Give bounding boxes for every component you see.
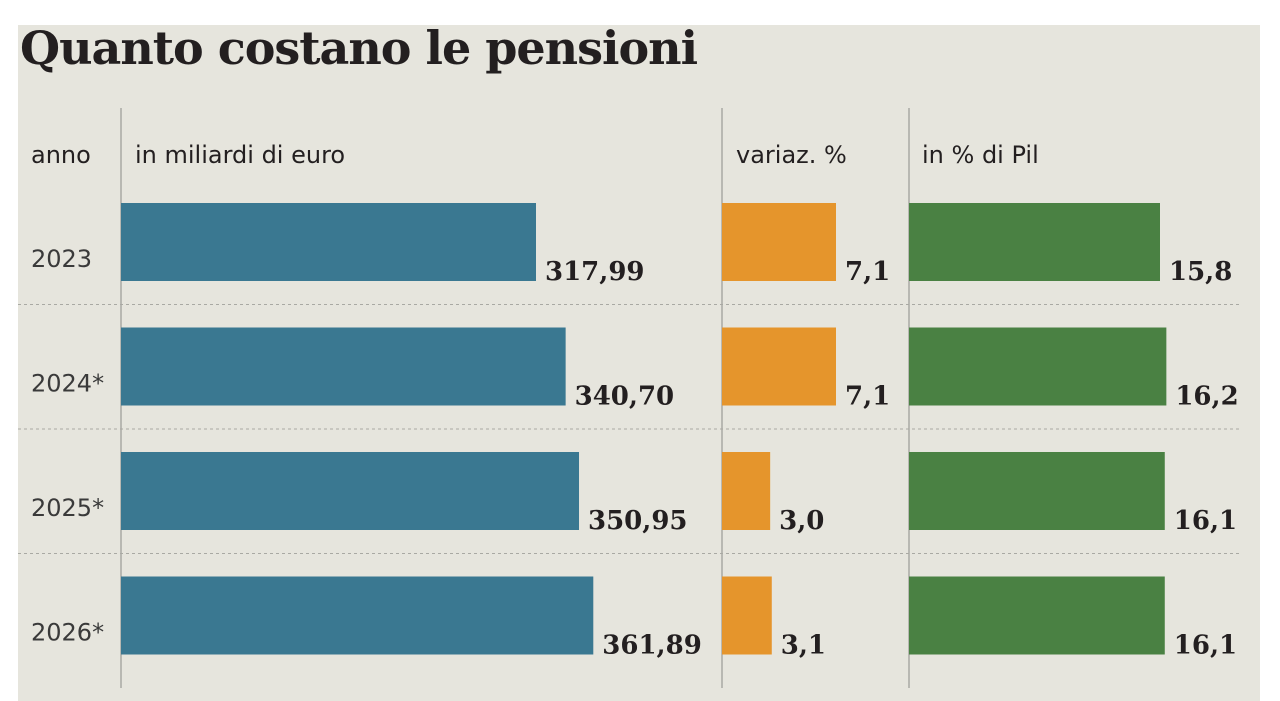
value-label-variation: 7,1 (845, 382, 890, 412)
year-label: 2026* (31, 619, 104, 647)
value-label-euro: 350,95 (588, 506, 688, 536)
bar-euro (121, 576, 594, 655)
value-label-gdp: 16,2 (1175, 382, 1238, 412)
bar-euro (121, 327, 566, 406)
bar-gdp (909, 452, 1165, 530)
chart-marks: 2023 317,99 7,1 15,8 2024* 340,70 7,1 16,2 2025*… (31, 203, 1239, 661)
bar-variation (722, 576, 772, 655)
series-header-gdp: in % di Pil (922, 141, 1039, 169)
bar-euro (121, 203, 536, 281)
year-label: 2025* (31, 494, 104, 522)
bar-euro (121, 452, 580, 530)
series-header-variation: variaz. % (736, 141, 847, 169)
value-label-gdp: 15,8 (1169, 257, 1232, 287)
year-label: 2023 (31, 245, 92, 273)
series-header-euro: in miliardi di euro (135, 141, 345, 169)
bar-gdp (909, 576, 1165, 655)
row-dividers (18, 304, 1242, 554)
bar-variation (722, 203, 836, 281)
column-headers: anno in miliardi di euro variaz. % in % … (31, 141, 1039, 169)
value-label-variation: 3,1 (781, 631, 826, 661)
value-label-variation: 7,1 (845, 257, 890, 287)
value-label-gdp: 16,1 (1174, 631, 1237, 661)
value-label-euro: 317,99 (545, 257, 645, 287)
bar-gdp (909, 327, 1167, 406)
value-label-euro: 340,70 (575, 382, 675, 412)
year-column-header: anno (31, 141, 91, 169)
chart-title: Quanto costano le pensioni (20, 21, 698, 75)
bar-variation (722, 327, 836, 406)
value-label-gdp: 16,1 (1174, 506, 1237, 536)
bar-variation (722, 452, 771, 530)
bar-gdp (909, 203, 1160, 281)
value-label-euro: 361,89 (602, 631, 702, 661)
value-label-variation: 3,0 (779, 506, 824, 536)
year-label: 2024* (31, 370, 104, 398)
